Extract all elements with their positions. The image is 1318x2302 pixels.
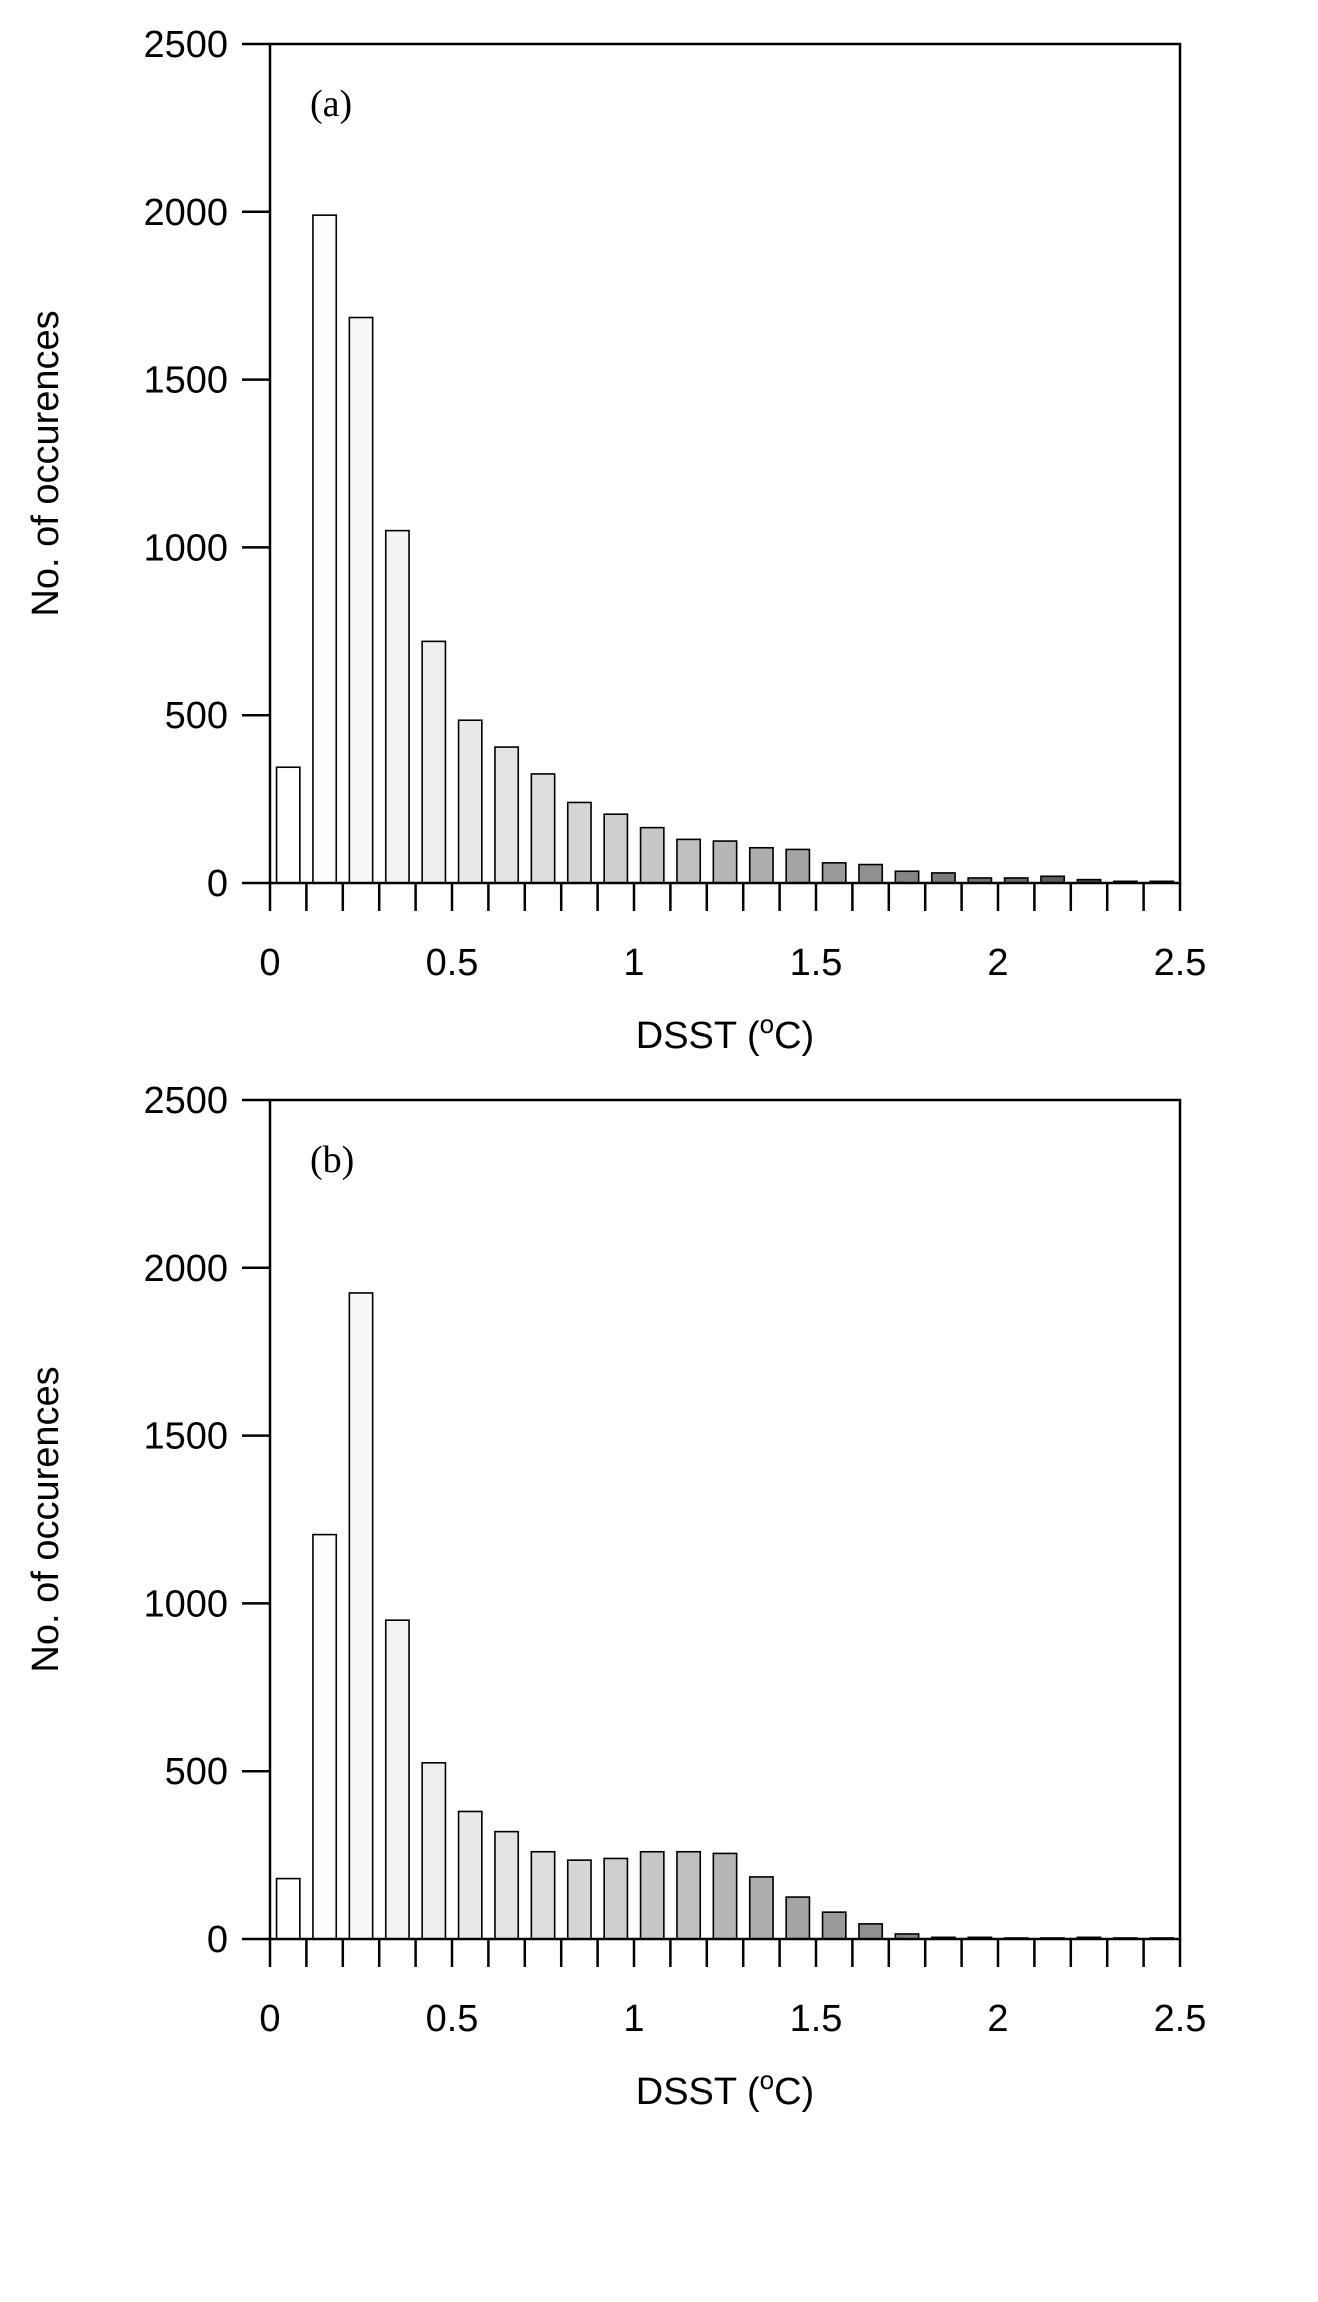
y-axis-label-a: No. of occurences	[25, 310, 67, 616]
bar-a-2	[348, 316, 374, 884]
y-tick-label-b-0: 0	[207, 1919, 228, 1961]
x-tick-label-a-4: 2	[987, 942, 1008, 984]
panel-b: 0 500 1000 1500 2000 2500 0 0.5 1 1.5 2 2.5 (b) DS…	[25, 1080, 1206, 2113]
y-tick-label-a-5: 2500	[143, 24, 228, 66]
bar-a-7	[530, 773, 556, 884]
bar-a-13	[748, 846, 774, 884]
bar-b-9	[603, 1857, 629, 1940]
x-axis-label-unit-b: C)	[774, 2071, 814, 2113]
bar-b-1	[312, 1533, 338, 1940]
bar-a-14	[785, 848, 811, 884]
bar-a-18	[930, 872, 956, 884]
bar-b-5	[457, 1810, 483, 1940]
x-tick-labels-a: 0 0.5 1 1.5 2 2.5	[259, 942, 1206, 984]
y-tick-label-b-1: 500	[165, 1751, 228, 1793]
bar-a-11	[676, 838, 702, 884]
panel-label-b: (b)	[310, 1139, 354, 1181]
x-tick-label-b-0: 0	[259, 1998, 280, 2040]
degree-superscript-a: o	[760, 1009, 774, 1039]
bar-b-6	[494, 1830, 520, 1940]
x-axis-label-a: DSST (oC)	[636, 1009, 814, 1057]
y-tick-label-a-3: 1500	[143, 360, 228, 402]
bar-a-12	[712, 840, 738, 884]
y-tick-labels-a: 0 500 1000 1500 2000 2500	[143, 24, 228, 905]
plot-frame-b	[268, 1098, 1182, 1941]
x-tick-label-b-5: 2.5	[1154, 1998, 1207, 2040]
x-axis-label-unit-a: C)	[774, 1015, 814, 1057]
y-tick-label-b-4: 2000	[143, 1248, 228, 1290]
bar-b-2	[348, 1292, 374, 1940]
x-axis-label-text-a: DSST (	[636, 1015, 760, 1057]
bar-a-3	[384, 529, 410, 884]
y-tick-label-a-4: 2000	[143, 192, 228, 234]
bar-a-8	[566, 801, 592, 884]
bar-b-0	[275, 1877, 301, 1940]
y-tick-label-b-5: 2500	[143, 1080, 228, 1122]
bar-a-9	[603, 813, 629, 884]
y-tick-label-a-0: 0	[207, 863, 228, 905]
panel-a: 0 500 1000 1500 2000 2500 0 0.5 1 1.5 2 2.5 (a) DS…	[25, 24, 1206, 1057]
y-tick-label-a-2: 1000	[143, 527, 228, 569]
x-tick-label-b-4: 2	[987, 1998, 1008, 2040]
x-tick-label-a-1: 0.5	[426, 942, 479, 984]
ticks-panel-a	[242, 42, 1182, 911]
y-tick-label-b-3: 1500	[143, 1416, 228, 1458]
bar-a-0	[275, 766, 301, 884]
x-tick-label-a-5: 2.5	[1154, 942, 1207, 984]
x-tick-label-a-3: 1.5	[790, 942, 843, 984]
degree-superscript-b: o	[760, 2065, 774, 2095]
ticks-panel-b	[242, 1098, 1182, 1967]
y-tick-labels-b: 0 500 1000 1500 2000 2500	[143, 1080, 228, 1961]
bar-a-6	[494, 746, 520, 884]
bar-b-3	[384, 1619, 410, 1940]
panel-label-a: (a)	[310, 83, 352, 125]
bar-b-13	[748, 1876, 774, 1940]
bar-a-17	[894, 870, 920, 884]
x-tick-labels-b: 0 0.5 1 1.5 2 2.5	[259, 1998, 1206, 2040]
x-tick-label-b-3: 1.5	[790, 1998, 843, 2040]
y-axis-label-b: No. of occurences	[25, 1366, 67, 1672]
bar-b-4	[421, 1762, 447, 1940]
x-axis-label-b: DSST (oC)	[636, 2065, 814, 2113]
bars-panel-b	[275, 1292, 1175, 1940]
plot-frame-a	[268, 42, 1182, 885]
bar-b-7	[530, 1850, 556, 1940]
bar-a-10	[639, 826, 665, 884]
y-tick-label-b-2: 1000	[143, 1583, 228, 1625]
bar-a-16	[858, 863, 884, 884]
x-tick-label-a-2: 1	[623, 942, 644, 984]
bar-a-4	[421, 640, 447, 884]
bar-b-14	[785, 1896, 811, 1940]
x-tick-label-b-1: 0.5	[426, 1998, 479, 2040]
x-tick-label-a-0: 0	[259, 942, 280, 984]
x-tick-label-b-2: 1	[623, 1998, 644, 2040]
bar-a-15	[821, 862, 847, 884]
bar-a-1	[312, 214, 338, 884]
bar-b-15	[821, 1911, 847, 1940]
bar-b-11	[676, 1850, 702, 1940]
bar-b-8	[566, 1859, 592, 1940]
bar-b-10	[639, 1850, 665, 1940]
bar-b-12	[712, 1852, 738, 1940]
bars-panel-a	[275, 214, 1175, 884]
bar-a-5	[457, 719, 483, 884]
x-axis-label-text-b: DSST (	[636, 2071, 760, 2113]
y-tick-label-a-1: 500	[165, 695, 228, 737]
bar-b-16	[858, 1923, 884, 1940]
